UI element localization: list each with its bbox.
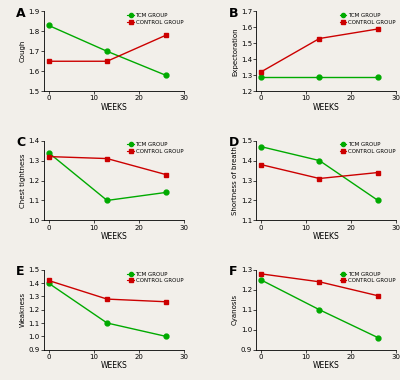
Y-axis label: Expectoration: Expectoration (232, 27, 238, 76)
Legend: TCM GROUP, CONTROL GROUP: TCM GROUP, CONTROL GROUP (127, 271, 184, 283)
Legend: TCM GROUP, CONTROL GROUP: TCM GROUP, CONTROL GROUP (339, 13, 396, 25)
Text: F: F (228, 265, 237, 278)
Text: C: C (16, 136, 25, 149)
Legend: TCM GROUP, CONTROL GROUP: TCM GROUP, CONTROL GROUP (339, 142, 396, 154)
X-axis label: WEEKS: WEEKS (100, 361, 127, 370)
Y-axis label: Chest tightness: Chest tightness (20, 153, 26, 208)
Legend: TCM GROUP, CONTROL GROUP: TCM GROUP, CONTROL GROUP (127, 13, 184, 25)
Y-axis label: Cyanosis: Cyanosis (232, 294, 238, 325)
X-axis label: WEEKS: WEEKS (100, 103, 127, 112)
Legend: TCM GROUP, CONTROL GROUP: TCM GROUP, CONTROL GROUP (127, 142, 184, 154)
Legend: TCM GROUP, CONTROL GROUP: TCM GROUP, CONTROL GROUP (339, 271, 396, 283)
X-axis label: WEEKS: WEEKS (313, 232, 340, 241)
Y-axis label: Shortness of breath: Shortness of breath (232, 146, 238, 215)
X-axis label: WEEKS: WEEKS (100, 232, 127, 241)
Y-axis label: Weakness: Weakness (20, 292, 26, 327)
X-axis label: WEEKS: WEEKS (313, 103, 340, 112)
Text: E: E (16, 265, 24, 278)
Text: B: B (228, 6, 238, 20)
Text: D: D (228, 136, 239, 149)
Y-axis label: Cough: Cough (20, 40, 26, 62)
X-axis label: WEEKS: WEEKS (313, 361, 340, 370)
Text: A: A (16, 6, 26, 20)
